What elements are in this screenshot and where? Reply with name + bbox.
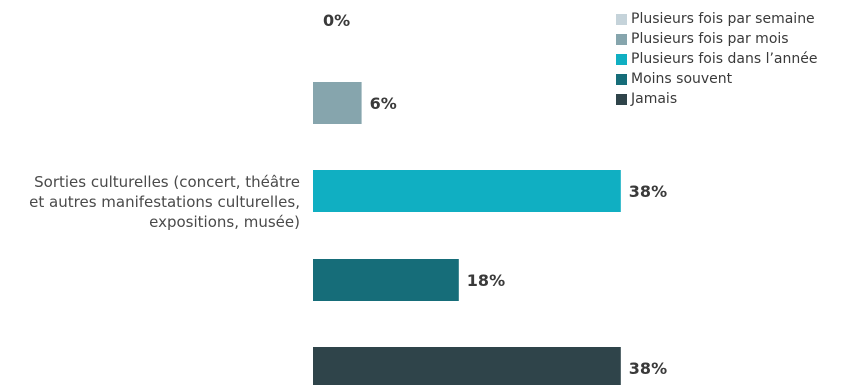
legend-item-plusieurs-fois-par-mois: Plusieurs fois par mois — [616, 29, 848, 49]
bar-3 — [313, 259, 459, 301]
legend: Plusieurs fois par semaine Plusieurs foi… — [616, 9, 848, 109]
data-label-4: 38% — [629, 359, 667, 378]
bar-1 — [313, 82, 362, 124]
category-label-line-3: expositions, musée) — [149, 213, 300, 231]
category-label-line-2: et autres manifestations culturelles, — [29, 193, 300, 211]
data-label-3: 18% — [467, 271, 505, 290]
legend-swatch — [616, 73, 627, 85]
legend-swatch — [616, 13, 627, 25]
legend-swatch — [616, 53, 627, 65]
data-label-1: 6% — [370, 94, 397, 113]
legend-item-jamais: Jamais — [616, 89, 848, 109]
bar-4 — [313, 347, 621, 389]
legend-label: Jamais — [631, 91, 678, 107]
legend-item-moins-souvent: Moins souvent — [616, 69, 848, 89]
legend-label: Moins souvent — [631, 71, 733, 87]
legend-item-plusieurs-fois-par-semaine: Plusieurs fois par semaine — [616, 9, 848, 29]
legend-label: Plusieurs fois par mois — [631, 31, 789, 47]
category-label: Sorties culturelles (concert, théâtre et… — [0, 172, 300, 232]
legend-label: Plusieurs fois par semaine — [631, 11, 815, 27]
legend-label: Plusieurs fois dans l’année — [631, 51, 818, 67]
legend-item-plusieurs-fois-dans-annee: Plusieurs fois dans l’année — [616, 49, 848, 69]
legend-swatch — [616, 33, 627, 45]
bar-2 — [313, 170, 621, 212]
data-label-0: 0% — [323, 11, 350, 30]
category-label-line-1: Sorties culturelles (concert, théâtre — [34, 173, 300, 191]
legend-swatch — [616, 93, 627, 105]
data-label-2: 38% — [629, 182, 667, 201]
